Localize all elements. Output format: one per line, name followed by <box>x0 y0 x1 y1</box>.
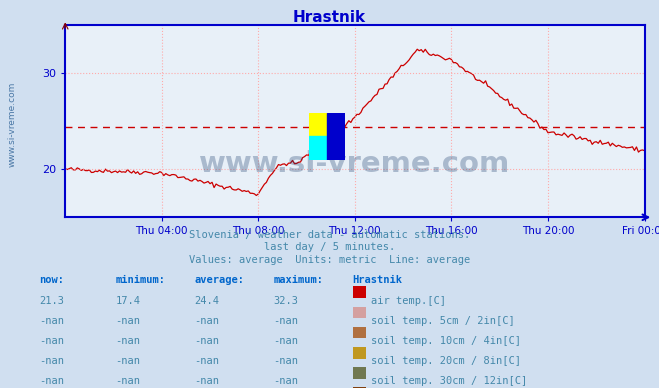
Text: air temp.[C]: air temp.[C] <box>371 296 446 306</box>
Text: minimum:: minimum: <box>115 275 165 286</box>
Text: -nan: -nan <box>115 336 140 346</box>
Text: -nan: -nan <box>40 316 65 326</box>
Text: 17.4: 17.4 <box>115 296 140 306</box>
Text: -nan: -nan <box>40 336 65 346</box>
Text: www.si-vreme.com: www.si-vreme.com <box>8 81 17 167</box>
Text: -nan: -nan <box>115 356 140 366</box>
Text: -nan: -nan <box>273 356 299 366</box>
Text: -nan: -nan <box>194 356 219 366</box>
Text: Hrastnik: Hrastnik <box>353 275 403 286</box>
Text: -nan: -nan <box>194 316 219 326</box>
Text: -nan: -nan <box>273 316 299 326</box>
Text: maximum:: maximum: <box>273 275 324 286</box>
Text: 21.3: 21.3 <box>40 296 65 306</box>
Text: soil temp. 30cm / 12in[C]: soil temp. 30cm / 12in[C] <box>371 376 527 386</box>
Bar <box>308 113 327 136</box>
Text: last day / 5 minutes.: last day / 5 minutes. <box>264 242 395 253</box>
Text: -nan: -nan <box>115 316 140 326</box>
Text: now:: now: <box>40 275 65 286</box>
Bar <box>308 136 327 160</box>
Text: Hrastnik: Hrastnik <box>293 10 366 25</box>
Text: soil temp. 10cm / 4in[C]: soil temp. 10cm / 4in[C] <box>371 336 521 346</box>
Text: average:: average: <box>194 275 244 286</box>
Text: -nan: -nan <box>115 376 140 386</box>
Bar <box>327 113 345 160</box>
Text: -nan: -nan <box>40 376 65 386</box>
Text: Values: average  Units: metric  Line: average: Values: average Units: metric Line: aver… <box>189 255 470 265</box>
Text: -nan: -nan <box>194 336 219 346</box>
Text: -nan: -nan <box>40 356 65 366</box>
Text: -nan: -nan <box>194 376 219 386</box>
Text: www.si-vreme.com: www.si-vreme.com <box>199 149 511 177</box>
Text: -nan: -nan <box>273 376 299 386</box>
Text: soil temp. 20cm / 8in[C]: soil temp. 20cm / 8in[C] <box>371 356 521 366</box>
Text: soil temp. 5cm / 2in[C]: soil temp. 5cm / 2in[C] <box>371 316 515 326</box>
Text: 32.3: 32.3 <box>273 296 299 306</box>
Text: 24.4: 24.4 <box>194 296 219 306</box>
Text: Slovenia / weather data - automatic stations.: Slovenia / weather data - automatic stat… <box>189 230 470 240</box>
Text: -nan: -nan <box>273 336 299 346</box>
